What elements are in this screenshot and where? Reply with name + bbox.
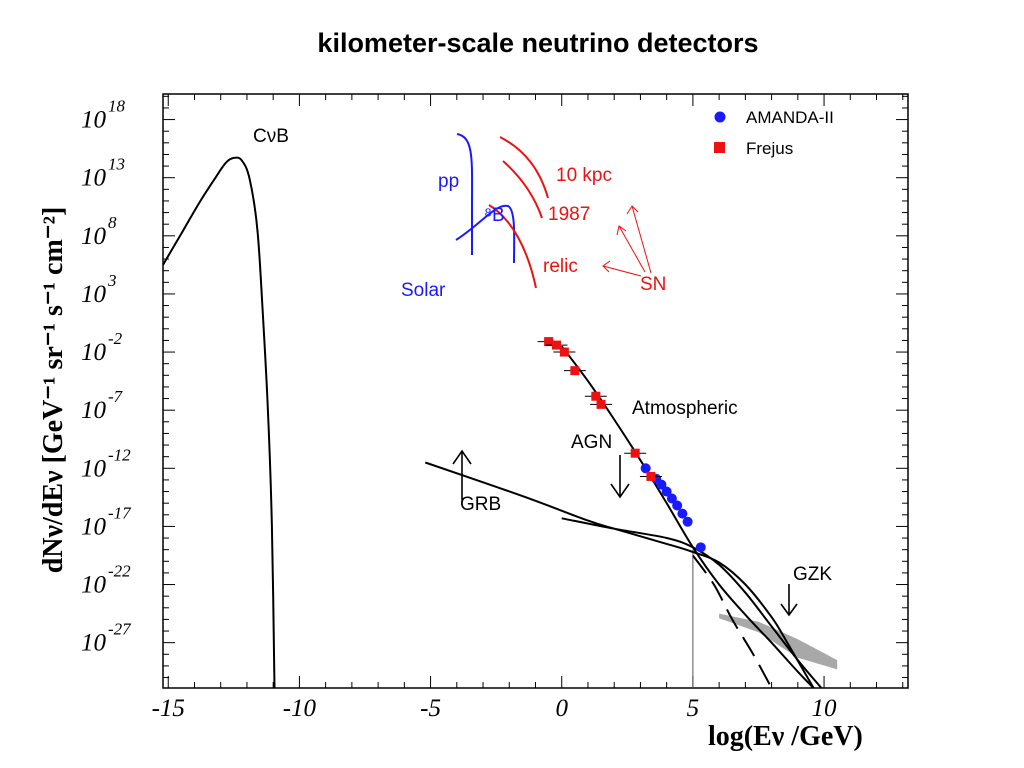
y-tick-exponent: -22 — [108, 562, 131, 581]
sn-arrows — [602, 205, 652, 277]
amanda-ii-point — [695, 542, 706, 553]
sn-1987-curve — [502, 160, 543, 219]
frejus-point — [630, 448, 640, 458]
amanda-ii-point — [672, 500, 683, 511]
y-tick-base: 10 — [81, 339, 107, 366]
y-tick-base: 10 — [81, 223, 107, 250]
cvb-label: CνB — [253, 126, 289, 147]
sn-10kpc-label: 10 kpc — [556, 165, 612, 186]
legend-amanda-label: AMANDA-II — [746, 108, 834, 127]
amanda-ii-point — [677, 508, 688, 519]
x-tick-label: -15 — [152, 695, 185, 722]
y-tick-exponent: 18 — [108, 97, 126, 116]
y-tick-base: 10 — [81, 572, 107, 599]
sn-relic-label: relic — [543, 256, 578, 277]
y-tick-base: 10 — [81, 107, 107, 134]
gzk-arrow — [780, 584, 798, 617]
curve-c-b — [163, 156, 276, 688]
frejus-point — [551, 340, 561, 350]
b8-curve — [455, 204, 516, 264]
y-tick-exponent: 3 — [107, 271, 117, 290]
y-tick-exponent: -17 — [108, 503, 132, 522]
minor-ticks — [163, 94, 908, 688]
major-ticks — [163, 94, 908, 688]
grb-label: GRB — [460, 494, 501, 515]
x-tick-label: 10 — [812, 695, 838, 722]
y-tick-exponent: 8 — [108, 213, 117, 232]
solar-sketch — [455, 133, 516, 264]
x-tick-label: -5 — [420, 695, 441, 722]
y-tick-labels: 1018101310810310-210-710-1210-1710-2210-… — [81, 97, 132, 657]
frejus-point — [559, 347, 569, 357]
grb-arrow — [452, 449, 472, 500]
x-axis-title: log(Eν /GeV) — [708, 721, 863, 752]
amanda-ii-point — [640, 463, 651, 474]
y-tick-base: 10 — [81, 630, 107, 657]
sn-label: SN — [640, 274, 666, 295]
x-tick-labels: -15 -10 -5 0 5 10 — [152, 695, 837, 722]
y-tick-base: 10 — [81, 513, 107, 540]
curve-agn-dashed — [692, 554, 773, 688]
y-tick-exponent: -12 — [108, 445, 131, 464]
amanda-ii-point — [666, 493, 677, 504]
y-tick-base: 10 — [81, 281, 107, 308]
curves — [163, 156, 823, 688]
y-tick-exponent: -27 — [108, 620, 132, 639]
pp-curve — [456, 133, 474, 255]
agn-label: AGN — [571, 432, 612, 453]
amanda-ii-point — [656, 479, 667, 490]
y-axis-title: dNν/dEν [GeV⁻¹ sr⁻¹ s⁻¹ cm⁻²] — [38, 207, 69, 574]
gzk-band — [719, 613, 838, 670]
frejus-point — [544, 337, 554, 347]
amanda-ii-point — [682, 516, 693, 527]
sn-sketch — [488, 136, 549, 289]
x-tick-label: 0 — [555, 695, 568, 722]
slide-title: kilometer-scale neutrino detectors — [317, 28, 759, 58]
gzk-label: GZK — [793, 564, 832, 585]
frejus-point — [591, 391, 601, 401]
atmospheric-label: Atmospheric — [632, 398, 738, 419]
legend: AMANDA-II Frejus — [714, 108, 834, 158]
y-tick-exponent: -2 — [108, 329, 123, 348]
y-tick-exponent: 13 — [108, 155, 125, 174]
sn-1987-label: 1987 — [548, 204, 590, 225]
data-markers — [537, 337, 706, 553]
x-tick-label: -10 — [283, 695, 317, 722]
y-tick-base: 10 — [81, 397, 107, 424]
legend-frejus-label: Frejus — [746, 139, 793, 158]
agn-arrow — [610, 455, 630, 499]
plot-frame — [162, 93, 909, 689]
sn-10kpc-curve — [499, 136, 549, 199]
solar-label: Solar — [401, 280, 446, 301]
y-tick-exponent: -7 — [108, 387, 124, 406]
sn-relic-curve — [488, 204, 537, 289]
b8-label: ⁸B — [484, 205, 505, 226]
frejus-point — [570, 366, 580, 376]
curve-grb — [424, 461, 815, 688]
x-tick-label: 5 — [687, 695, 700, 722]
frejus-point — [646, 471, 656, 481]
y-tick-base: 10 — [81, 165, 107, 192]
y-tick-base: 10 — [81, 455, 107, 482]
legend-amanda-marker — [714, 111, 726, 123]
legend-frejus-marker — [714, 142, 725, 153]
pp-label: pp — [438, 171, 459, 192]
amanda-ii-point — [661, 486, 672, 497]
curve-agn — [561, 517, 823, 688]
frejus-point — [596, 399, 606, 409]
